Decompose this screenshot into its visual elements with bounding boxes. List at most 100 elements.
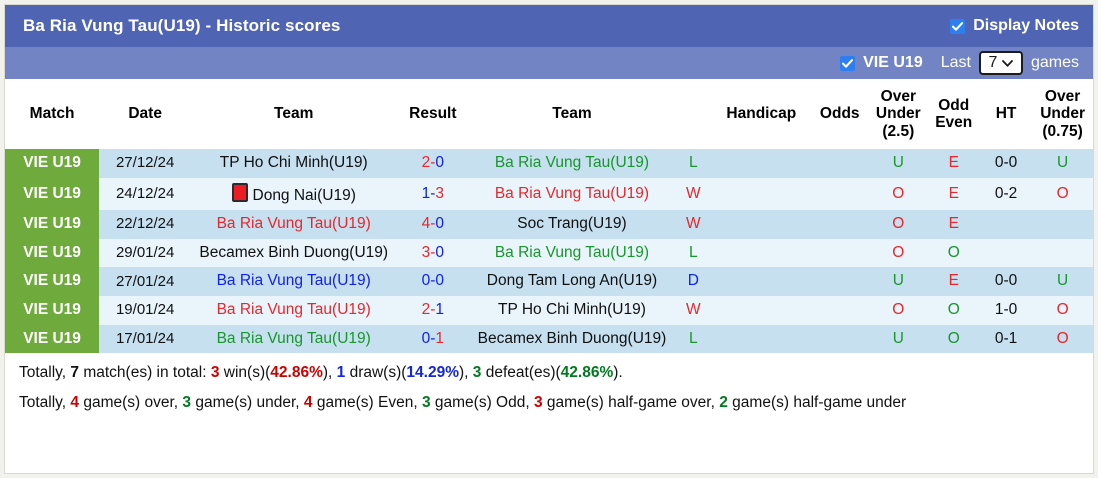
result-home-score: 2 <box>421 300 431 318</box>
s2-p4: game(s) Even, <box>316 393 418 411</box>
result-home-score: 0 <box>421 329 431 347</box>
col-header-over-under-25: Over Under (2.5) <box>869 79 928 149</box>
row-ht-cell: 0-2 <box>979 177 1033 211</box>
row-away-team-cell[interactable]: Ba Ria Vung Tau(U19) <box>469 177 675 211</box>
table-row[interactable]: VIE U19 17/01/24 Ba Ria Vung Tau(U19) 0-1 Be… <box>5 324 1093 354</box>
row-result-cell[interactable]: 4-0 <box>396 210 470 239</box>
ou25-line1: Over <box>880 87 916 105</box>
s1-draws: 1 <box>336 364 346 382</box>
odd-even-value: E <box>948 184 959 202</box>
row-league-cell: VIE U19 <box>5 210 100 239</box>
row-result-cell[interactable]: 0-1 <box>396 324 470 354</box>
s1-p7: defeat(es)( <box>485 364 561 382</box>
result-separator: - <box>430 215 436 233</box>
row-odds-cell <box>810 238 870 268</box>
row-result-cell[interactable]: 1-3 <box>396 177 470 211</box>
row-home-team-cell[interactable]: Ba Ria Vung Tau(U19) <box>191 324 397 354</box>
row-odds-cell <box>810 324 870 354</box>
s1-p3: win(s)( <box>223 364 271 382</box>
row-result-cell[interactable]: 2-0 <box>396 149 470 178</box>
historic-scores-panel: Ba Ria Vung Tau(U19) - Historic scores D… <box>4 4 1094 474</box>
col-header-odds: Odds <box>810 79 870 149</box>
row-handicap-cell <box>712 210 811 239</box>
row-handicap-cell <box>712 238 811 268</box>
row-over-under-075-cell: O <box>1032 177 1093 211</box>
row-home-team-cell[interactable]: Ba Ria Vung Tau(U19) <box>191 267 397 296</box>
row-over-under-25-cell: O <box>869 238 928 268</box>
over-under-25-value: O <box>892 215 905 233</box>
table-row[interactable]: VIE U19 22/12/24 Ba Ria Vung Tau(U19) 4-0 So… <box>5 210 1093 239</box>
result-away-score: 0 <box>435 272 445 290</box>
over-under-25-value: U <box>892 329 904 347</box>
row-over-under-25-cell: U <box>869 149 928 178</box>
row-ht-cell <box>979 210 1033 239</box>
s2-p5: game(s) Odd, <box>434 393 530 411</box>
away-team-name: Soc Trang(U19) <box>517 215 627 233</box>
row-odd-even-cell: E <box>927 177 980 211</box>
row-result-cell[interactable]: 0-0 <box>396 267 470 296</box>
row-away-team-cell[interactable]: Soc Trang(U19) <box>469 210 675 239</box>
row-date-cell: 19/01/24 <box>99 295 192 325</box>
row-away-team-cell[interactable]: Dong Tam Long An(U19) <box>469 267 675 296</box>
home-team-name: Ba Ria Vung Tau(U19) <box>216 329 371 347</box>
league-filter-control[interactable]: VIE U19 <box>840 54 923 72</box>
table-row[interactable]: VIE U19 27/01/24 Ba Ria Vung Tau(U19) 0-0 Do… <box>5 267 1093 296</box>
display-notes-label: Display Notes <box>973 17 1079 34</box>
row-home-team-cell[interactable]: Ba Ria Vung Tau(U19) <box>191 295 397 325</box>
row-result-cell[interactable]: 2-1 <box>396 295 470 325</box>
table-row[interactable]: VIE U19 27/12/24 TP Ho Chi Minh(U19) 2-0 Ba … <box>5 149 1093 178</box>
display-notes-control[interactable]: Display Notes <box>950 17 1079 35</box>
over-under-075-value: O <box>1056 184 1069 202</box>
s2-half-under: 2 <box>719 393 728 411</box>
last-label: Last <box>940 54 971 71</box>
result-separator: - <box>430 300 436 318</box>
row-league-cell: VIE U19 <box>5 149 100 178</box>
row-home-team-cell[interactable]: Becamex Binh Duong(U19) <box>191 238 397 268</box>
row-over-under-25-cell: U <box>869 267 928 296</box>
away-team-name: Ba Ria Vung Tau(U19) <box>494 243 650 261</box>
row-home-team-cell[interactable]: Ba Ria Vung Tau(U19) <box>191 210 397 239</box>
row-wdl-cell: W <box>674 295 713 325</box>
row-home-team-cell[interactable]: Dong Nai(U19) <box>191 177 397 211</box>
s1-p4: ), <box>322 364 333 382</box>
row-away-team-cell[interactable]: Becamex Binh Duong(U19) <box>469 324 675 354</box>
display-notes-checkbox[interactable] <box>950 18 966 34</box>
row-away-team-cell[interactable]: Ba Ria Vung Tau(U19) <box>469 238 675 268</box>
col-header-ht: HT <box>979 79 1033 149</box>
row-ht-cell: 1-0 <box>979 295 1033 325</box>
row-over-under-25-cell: O <box>869 210 928 239</box>
s1-total: 7 <box>70 364 80 382</box>
result-separator: - <box>430 243 436 261</box>
last-games-select[interactable]: 7 <box>978 51 1023 75</box>
ou075-line1: Over <box>1044 87 1081 105</box>
row-away-team-cell[interactable]: Ba Ria Vung Tau(U19) <box>469 149 675 178</box>
table-row[interactable]: VIE U19 29/01/24 Becamex Binh Duong(U19) 3-… <box>5 238 1093 268</box>
result-away-score: 1 <box>435 300 445 318</box>
row-over-under-25-cell: U <box>869 324 928 354</box>
col-header-odd-even: Odd Even <box>927 79 980 149</box>
league-filter-checkbox[interactable] <box>840 55 856 71</box>
row-wdl-cell: L <box>674 324 713 354</box>
table-row[interactable]: VIE U19 19/01/24 Ba Ria Vung Tau(U19) 2-1 TP… <box>5 295 1093 325</box>
table-body: VIE U19 27/12/24 TP Ho Chi Minh(U19) 2-0 Ba … <box>5 149 1093 354</box>
filter-bar: VIE U19 Last 7 games <box>5 47 1093 79</box>
s1-p6: ), <box>459 364 469 382</box>
row-home-team-cell[interactable]: TP Ho Chi Minh(U19) <box>191 149 397 178</box>
over-under-25-value: U <box>892 272 904 290</box>
historic-scores-table: Match Date Team Result Team Handicap Odd… <box>5 79 1093 354</box>
row-handicap-cell <box>712 295 811 325</box>
last-games-control[interactable]: Last 7 games <box>941 51 1079 75</box>
row-away-team-cell[interactable]: TP Ho Chi Minh(U19) <box>469 295 675 325</box>
row-wdl-cell: W <box>674 177 713 211</box>
odd-even-value: O <box>947 243 960 261</box>
result-separator: - <box>430 154 436 171</box>
wdl-value: L <box>688 154 698 171</box>
row-over-under-075-cell: U <box>1032 267 1093 296</box>
last-games-value: 7 <box>988 54 998 71</box>
row-handicap-cell <box>712 177 811 211</box>
table-row[interactable]: VIE U19 24/12/24 Dong Nai(U19) 1-3 Ba Ria Vu… <box>5 177 1093 211</box>
row-result-cell[interactable]: 3-0 <box>396 238 470 268</box>
row-handicap-cell <box>712 324 811 354</box>
over-under-075-value: U <box>1057 154 1069 171</box>
s2-p3: game(s) under, <box>195 393 300 411</box>
